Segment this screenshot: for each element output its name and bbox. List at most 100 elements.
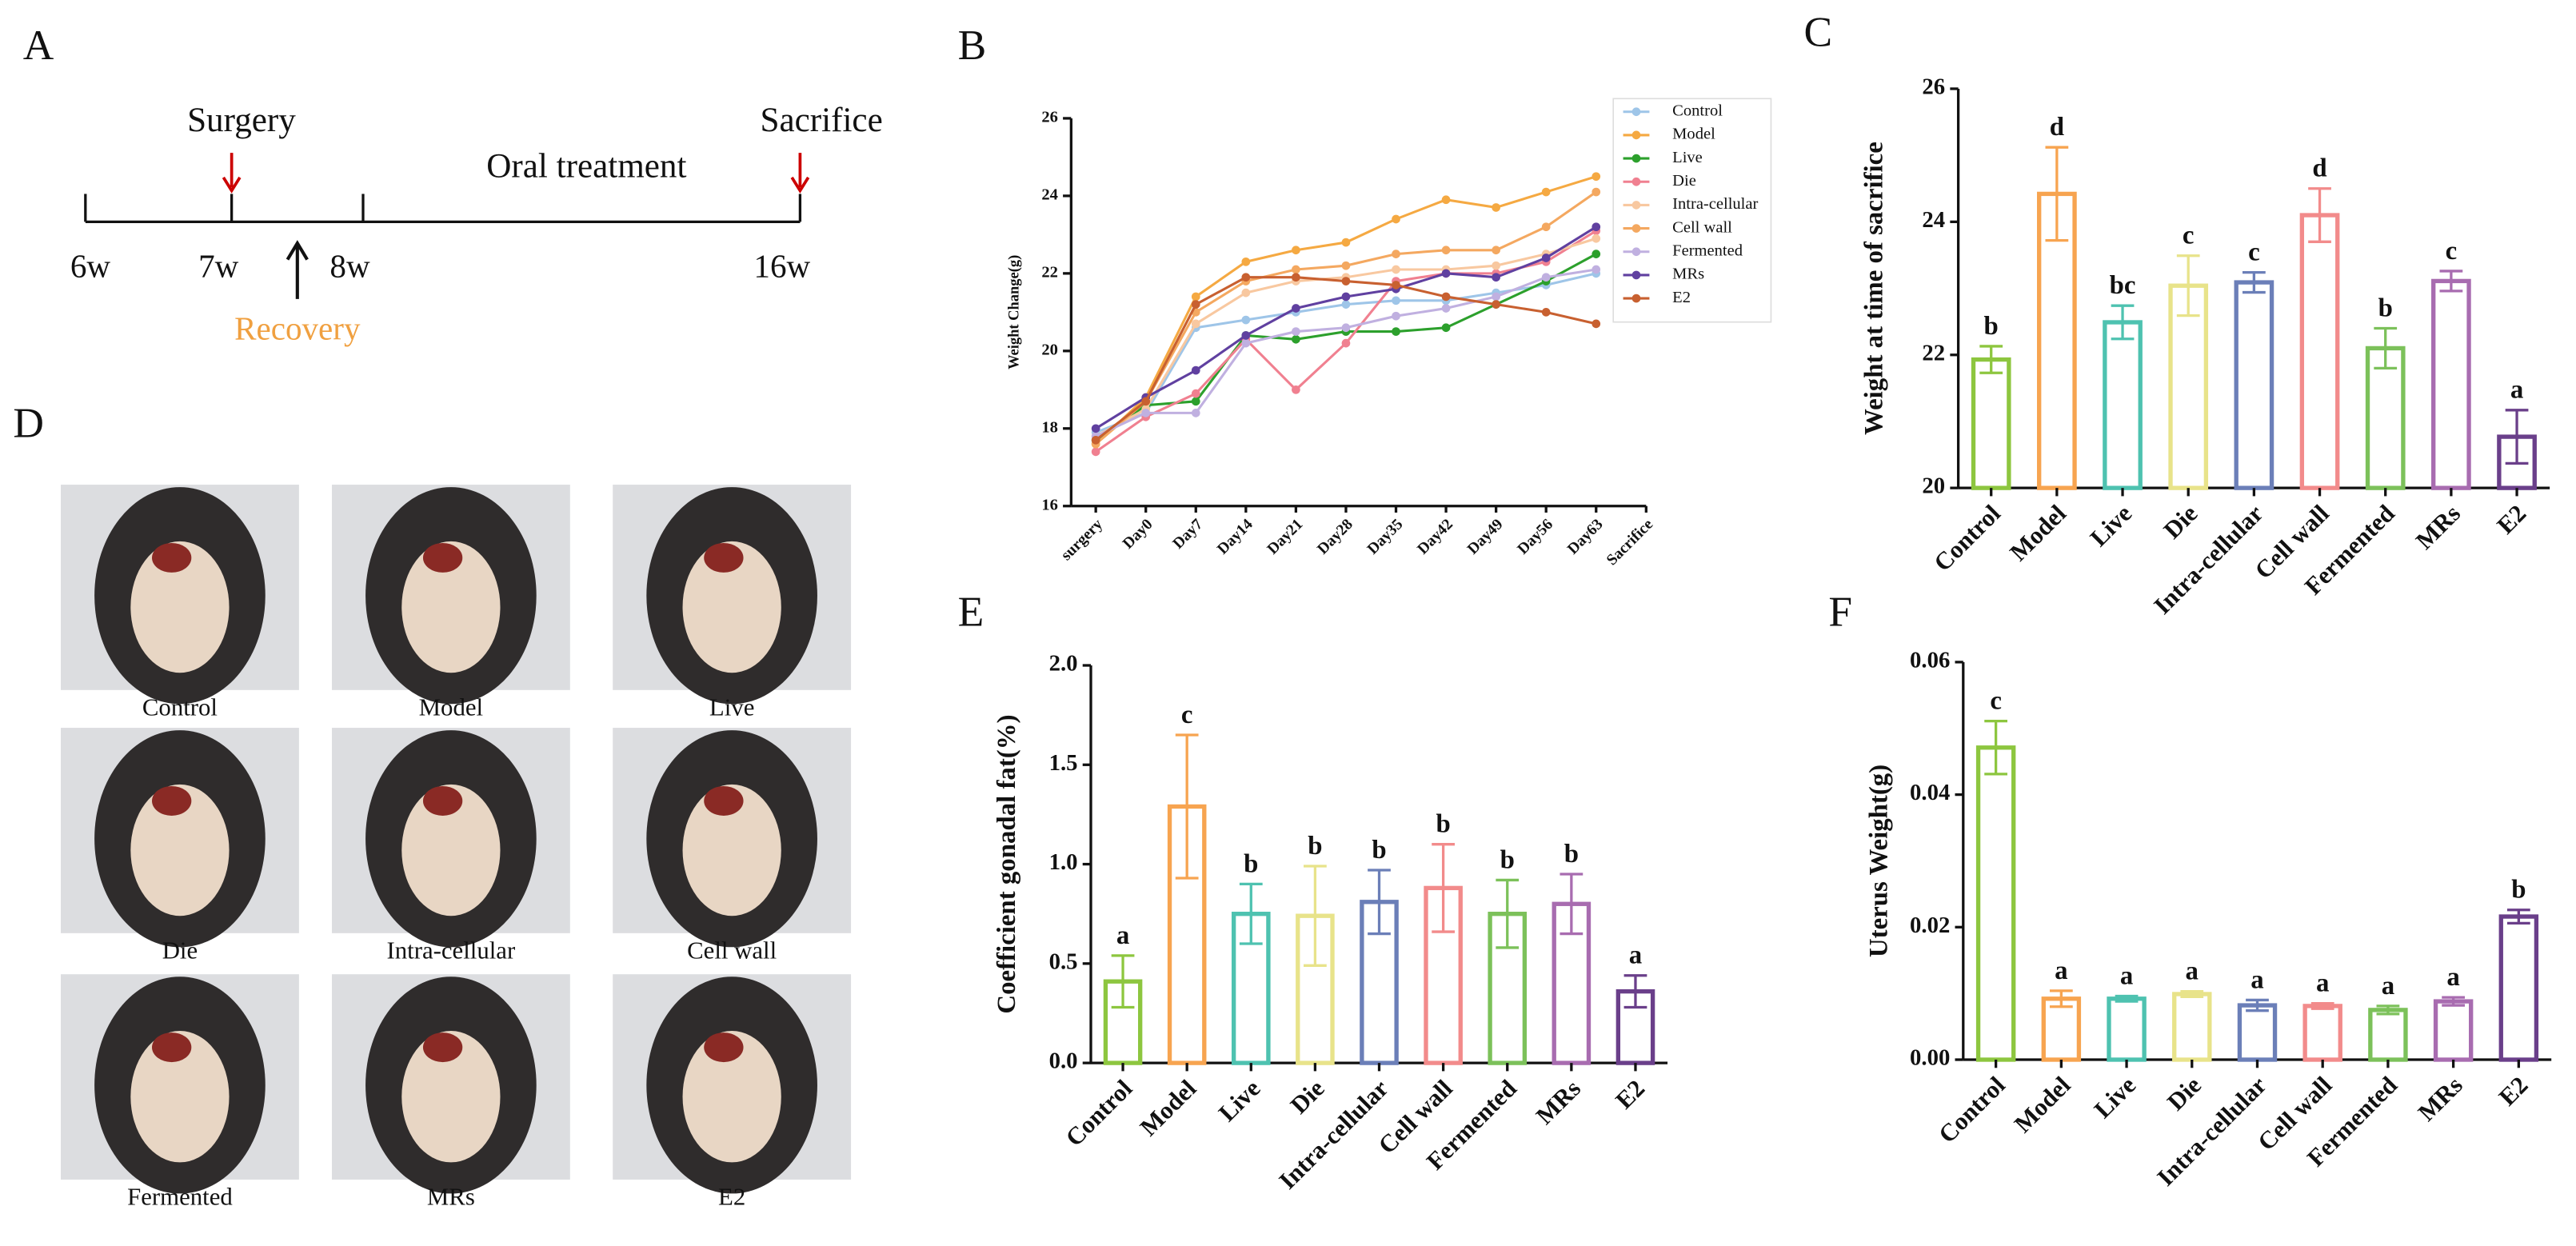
significance-label: a xyxy=(2055,956,2067,985)
y-tick-label: 22 xyxy=(1041,264,1058,282)
legend-label: Die xyxy=(1672,172,1696,190)
significance-label: a xyxy=(2316,969,2329,998)
significance-label: d xyxy=(2050,113,2064,142)
photo-label: Control xyxy=(142,694,218,721)
x-tick-label: Day49 xyxy=(1464,516,1507,558)
surgery-label: Surgery xyxy=(187,102,296,139)
series-marker xyxy=(1191,389,1200,398)
series-marker xyxy=(1292,327,1300,336)
error-bar xyxy=(2115,994,2139,1003)
series-marker xyxy=(1492,300,1500,309)
panel-letter: D xyxy=(13,398,44,446)
x-tick-label: Day21 xyxy=(1264,516,1306,557)
bar xyxy=(2237,1003,2278,1062)
x-tick-label: Live xyxy=(2085,500,2137,552)
series-marker xyxy=(1292,334,1300,344)
y-tick-label: 1.0 xyxy=(1049,849,1078,875)
bar xyxy=(2431,278,2471,490)
series-marker xyxy=(1492,246,1500,255)
series-marker xyxy=(1392,265,1400,274)
series-marker xyxy=(1441,195,1451,205)
legend-marker xyxy=(1631,247,1641,257)
y-tick-label: 24 xyxy=(1922,207,1945,233)
x-tick-label: E2 xyxy=(1611,1075,1650,1114)
y-tick-label: 0.0 xyxy=(1049,1048,1078,1074)
photo-belly xyxy=(130,784,230,917)
series-marker xyxy=(1592,265,1601,274)
x-tick-label: Day14 xyxy=(1214,516,1256,558)
significance-label: b xyxy=(1372,836,1386,865)
x-tick-label: E2 xyxy=(2492,500,2531,539)
error-bar xyxy=(2176,254,2200,317)
sacrifice-label: Sacrifice xyxy=(760,102,882,139)
y-tick-label: 24 xyxy=(1041,186,1058,204)
series-marker xyxy=(1091,447,1100,457)
significance-label: b xyxy=(1500,845,1515,874)
x-tick-label: Die xyxy=(2162,1072,2206,1116)
photo-label: Live xyxy=(709,694,754,721)
error-bar xyxy=(2045,146,2069,242)
series-marker xyxy=(1492,203,1500,212)
bar xyxy=(2433,999,2474,1062)
significance-label: b xyxy=(1308,832,1322,861)
significance-label: b xyxy=(1564,840,1579,869)
y-tick-label: 1.5 xyxy=(1049,750,1078,776)
y-tick-label: 22 xyxy=(1922,340,1945,365)
series-marker xyxy=(1292,273,1300,282)
legend-marker xyxy=(1631,270,1641,280)
error-bar xyxy=(1111,954,1135,1009)
panel-letter: F xyxy=(1828,588,1852,636)
arrow xyxy=(222,153,242,194)
error-bar xyxy=(2310,1001,2334,1010)
series-marker xyxy=(1392,214,1400,224)
series-marker xyxy=(1592,187,1601,197)
error-bar xyxy=(2242,270,2266,294)
series-marker xyxy=(1392,296,1400,306)
x-tick-label: surgery xyxy=(1058,516,1106,564)
significance-label: c xyxy=(1990,687,2002,716)
series-marker xyxy=(1541,187,1551,197)
bar xyxy=(2103,320,2143,490)
significance-label: a xyxy=(1629,941,1642,970)
series-marker xyxy=(1541,222,1551,232)
series-marker xyxy=(1191,365,1200,375)
series-marker xyxy=(1341,277,1351,286)
error-bar xyxy=(2376,1004,2400,1016)
bar xyxy=(2172,992,2212,1062)
series-marker xyxy=(1191,319,1200,329)
bar xyxy=(2302,1004,2342,1062)
y-axis-label: Coefficient gonadal fat(%) xyxy=(992,714,1021,1013)
error-bar xyxy=(1984,719,2008,776)
series-marker xyxy=(1541,308,1551,317)
photo-label: Cell wall xyxy=(687,937,777,964)
series-marker xyxy=(1341,338,1351,348)
arrow xyxy=(790,153,810,194)
x-tick-label: Sacrifice xyxy=(1604,516,1656,569)
x-tick-label: Control xyxy=(1060,1074,1138,1152)
y-tick-label: 20 xyxy=(1041,341,1058,359)
legend-marker xyxy=(1631,294,1641,303)
y-tick-label: 0.02 xyxy=(1910,913,1950,938)
legend-label: Control xyxy=(1672,102,1723,119)
legend-label: Live xyxy=(1672,149,1703,166)
y-axis-label: Uterus Weight(g) xyxy=(1865,765,1894,957)
photo-belly xyxy=(682,784,781,917)
y-tick-label: 26 xyxy=(1922,74,1945,100)
series-marker xyxy=(1441,304,1451,313)
photo-belly xyxy=(682,541,781,673)
series-marker xyxy=(1191,300,1200,309)
error-bar xyxy=(2246,998,2269,1012)
week-label: 7w xyxy=(198,247,239,284)
x-tick-label: E2 xyxy=(2494,1072,2533,1111)
photo-organ xyxy=(152,1032,192,1063)
series-marker xyxy=(1392,250,1400,258)
legend-marker xyxy=(1631,224,1641,233)
legend-marker xyxy=(1631,107,1641,117)
y-tick-label: 0.00 xyxy=(1910,1045,1950,1071)
significance-label: b xyxy=(2511,876,2526,905)
series-marker xyxy=(1341,261,1351,270)
error-bar xyxy=(1623,974,1647,1009)
error-bar xyxy=(1432,843,1456,933)
